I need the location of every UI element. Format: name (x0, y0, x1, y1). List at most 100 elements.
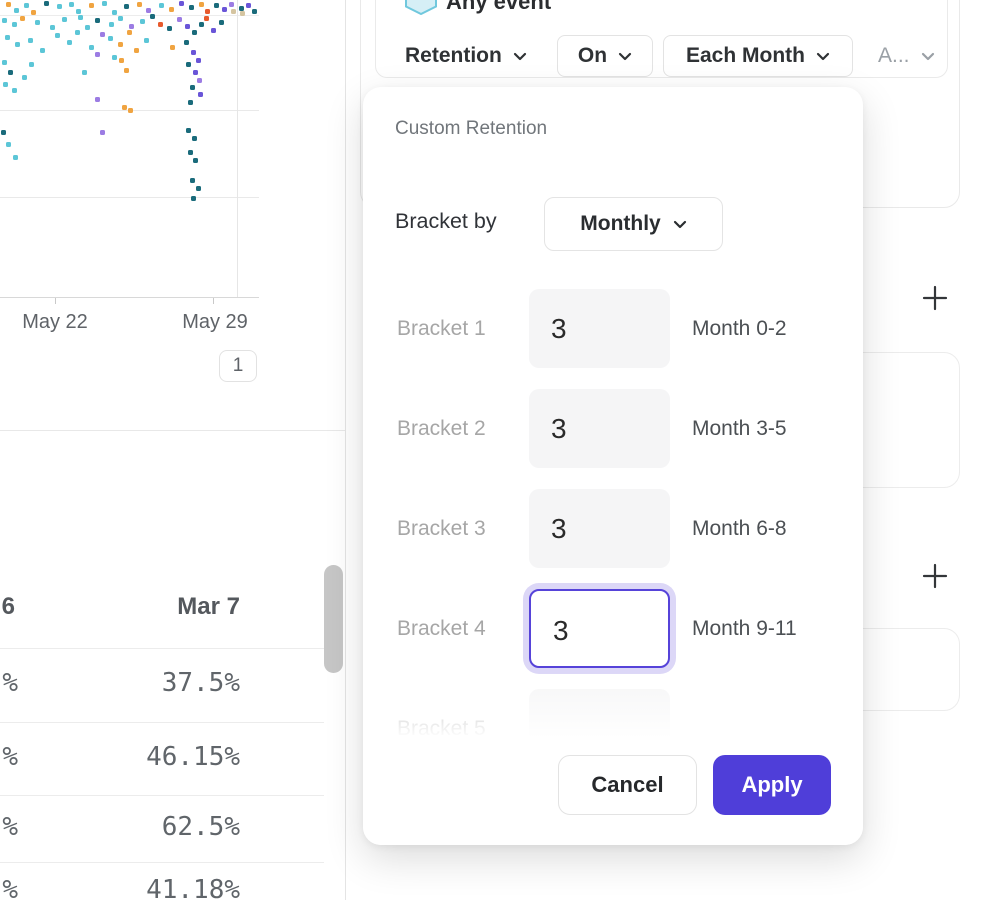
table-column-header: 6 (1, 593, 15, 620)
bracket-size-input[interactable]: 3 (529, 489, 670, 568)
gridline (237, 0, 238, 297)
scatter-point (191, 50, 196, 55)
scatter-point (199, 2, 204, 7)
table-row: % 37.5% (0, 648, 324, 723)
bracket-label: Bracket 2 (397, 417, 486, 440)
x-axis (0, 297, 259, 298)
scatter-point (75, 30, 80, 35)
pagination-page-button[interactable]: 1 (219, 350, 257, 382)
scatter-point (102, 1, 107, 6)
table-cell-clipped: % (2, 742, 18, 772)
retention-type-dropdown[interactable]: Retention (405, 35, 527, 77)
truncated-dropdown[interactable]: A... (878, 35, 935, 77)
bracket-range-label: Month 0-2 (692, 317, 787, 340)
gridline (0, 197, 259, 198)
scatter-point (85, 25, 90, 30)
scatter-point (184, 40, 189, 45)
scatter-point (179, 1, 184, 6)
scatter-point (35, 20, 40, 25)
scatter-point (40, 48, 45, 53)
bracket-label: Bracket 4 (397, 617, 486, 640)
scatter-point (112, 55, 117, 60)
scatter-point (15, 42, 20, 47)
bracket-row: Bracket 1 3 Month 0-2 (363, 289, 863, 368)
scatter-point (185, 24, 190, 29)
apply-button[interactable]: Apply (713, 755, 831, 815)
scatter-point (211, 28, 216, 33)
scatter-point (192, 136, 197, 141)
scatter-point (193, 70, 198, 75)
scatter-point (1, 130, 6, 135)
retention-value-cell: 62.5% (161, 812, 240, 842)
retention-value-cell: 46.15% (146, 742, 240, 772)
scatter-point (118, 42, 123, 47)
event-name[interactable]: Any event (446, 0, 552, 14)
scatter-point (20, 16, 25, 21)
dropdown-label: Monthly (580, 212, 661, 235)
on-dropdown[interactable]: On (557, 35, 653, 77)
scatter-point (112, 10, 117, 15)
scatter-point (118, 16, 123, 21)
scatter-point (124, 68, 129, 73)
vertical-scrollbar-thumb[interactable] (324, 565, 343, 673)
scatter-point (222, 7, 227, 12)
bracket-range-label: Month 9-11 (692, 617, 797, 640)
scatter-point (6, 2, 11, 7)
chevron-down-icon (513, 52, 526, 60)
plus-icon (922, 285, 948, 311)
modal-footer: Cancel Apply (363, 753, 863, 845)
bracket-label: Bracket 3 (397, 517, 486, 540)
scatter-point (22, 75, 27, 80)
dropdown-label: On (577, 44, 608, 67)
bracket-size-input[interactable]: 3 (529, 589, 670, 668)
scatter-point (188, 100, 193, 105)
panel-divider (345, 0, 346, 900)
scatter-point (13, 155, 18, 160)
scatter-point (50, 25, 55, 30)
scatter-point (12, 22, 17, 27)
scatter-point (55, 33, 60, 38)
scatter-point (29, 62, 34, 67)
bracket-size-input[interactable]: 3 (529, 289, 670, 368)
scatter-point (82, 70, 87, 75)
add-step-button[interactable] (920, 561, 950, 591)
scatter-point (95, 97, 100, 102)
scatter-point (137, 2, 142, 7)
dropdown-label: Retention (405, 44, 502, 67)
bracket-by-dropdown[interactable]: Monthly (544, 197, 723, 251)
scatter-point (95, 52, 100, 57)
chevron-down-icon (673, 220, 686, 228)
cancel-button[interactable]: Cancel (558, 755, 697, 815)
interval-dropdown[interactable]: Each Month (663, 35, 853, 77)
scatter-point (69, 2, 74, 7)
scatter-point (196, 58, 201, 63)
add-step-button[interactable] (920, 283, 950, 313)
scatter-point (197, 78, 202, 83)
section-divider (0, 430, 345, 431)
scatter-point (108, 36, 113, 41)
scatter-point (199, 22, 204, 27)
scatter-point (239, 6, 244, 11)
scatter-point (57, 4, 62, 9)
plus-icon (922, 563, 948, 589)
bracket-size-input[interactable]: 3 (529, 389, 670, 468)
scatter-point (109, 22, 114, 27)
scatter-point (205, 9, 210, 14)
scatter-point (122, 105, 127, 110)
scatter-point (252, 9, 257, 14)
scatter-point (128, 108, 133, 113)
x-tick-label: May 22 (22, 311, 88, 333)
scatter-point (192, 30, 197, 35)
bracket-label: Bracket 1 (397, 317, 486, 340)
scatter-point (2, 60, 7, 65)
gridline (0, 15, 259, 16)
scatter-point (89, 45, 94, 50)
chevron-down-icon (921, 52, 934, 60)
scatter-point (31, 10, 36, 15)
scatter-point (188, 150, 193, 155)
scatter-point (14, 8, 19, 13)
scatter-point (191, 196, 196, 201)
bracket-row: Bracket 2 3 Month 3-5 (363, 389, 863, 468)
bracket-row: Bracket 3 3 Month 6-8 (363, 489, 863, 568)
